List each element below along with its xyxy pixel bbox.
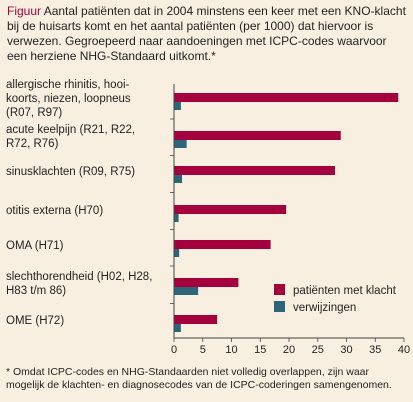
legend-label: verwijzingen bbox=[293, 302, 356, 314]
bar-complaints bbox=[174, 278, 239, 287]
x-tick-label: 15 bbox=[254, 344, 266, 356]
bar-referrals bbox=[174, 249, 180, 257]
x-tick-label: 0 bbox=[171, 344, 177, 356]
x-tick-label: 30 bbox=[340, 344, 352, 356]
bar-referrals bbox=[174, 287, 199, 295]
x-tick-label: 35 bbox=[369, 344, 381, 356]
legend-swatch bbox=[274, 284, 285, 295]
x-tick-label: 5 bbox=[200, 344, 206, 356]
bar-complaints bbox=[174, 166, 335, 175]
legend-swatch bbox=[274, 301, 285, 312]
category-label: H83 t/m 86) bbox=[6, 285, 66, 297]
x-tick-label: 40 bbox=[398, 344, 410, 356]
bar-complaints bbox=[174, 131, 341, 140]
bar-complaints bbox=[174, 315, 218, 324]
bar-referrals bbox=[174, 214, 179, 222]
bar-referrals bbox=[174, 175, 183, 183]
category-label: R72, R76) bbox=[6, 138, 59, 150]
category-label: slechthorendheid (H02, H28, bbox=[6, 271, 152, 283]
legend-label: patiënten met klacht bbox=[293, 285, 397, 297]
bar-referrals bbox=[174, 140, 187, 148]
bar-complaints bbox=[174, 205, 287, 214]
x-tick-label: 20 bbox=[283, 344, 295, 356]
bar-referrals bbox=[174, 102, 181, 110]
category-label: otitis externa (H70) bbox=[6, 205, 103, 217]
caption-lead: Figuur bbox=[7, 4, 42, 18]
footnote: * Omdat ICPC-codes en NHG-Standaarden ni… bbox=[6, 366, 392, 391]
x-tick-label: 25 bbox=[312, 344, 324, 356]
category-label: koorts, niezen, loopneus bbox=[6, 93, 131, 105]
category-label: allergische rhinitis, hooi- bbox=[6, 79, 130, 91]
category-label: OME (H72) bbox=[6, 315, 64, 327]
caption-text: Aantal patiënten dat in 2004 minstens ee… bbox=[7, 4, 406, 63]
category-label: OMA (H71) bbox=[6, 240, 64, 252]
category-label: (R07, R97) bbox=[6, 107, 62, 119]
x-tick-label: 10 bbox=[225, 344, 237, 356]
figure-caption: Figuur Aantal patiënten dat in 2004 mins… bbox=[7, 4, 407, 64]
category-label: sinusklachten (R09, R75) bbox=[6, 166, 135, 178]
category-label: acute keelpijn (R21, R22, bbox=[6, 124, 135, 136]
bar-complaints bbox=[174, 93, 399, 102]
bar-referrals bbox=[174, 324, 181, 332]
bar-complaints bbox=[174, 240, 271, 249]
